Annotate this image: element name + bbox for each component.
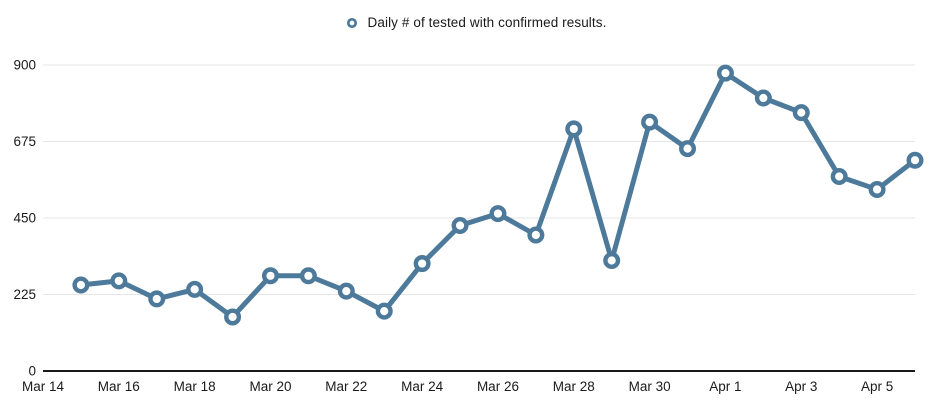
data-point-marker[interactable] xyxy=(413,255,431,273)
data-point-marker[interactable] xyxy=(754,89,772,107)
data-line xyxy=(78,70,918,320)
y-axis-tick-label: 900 xyxy=(13,58,36,73)
data-point-marker[interactable] xyxy=(603,251,621,269)
data-point-marker[interactable] xyxy=(792,104,810,122)
data-point-marker[interactable] xyxy=(451,216,469,234)
x-axis-tick-label: Mar 30 xyxy=(629,379,671,394)
data-point-marker[interactable] xyxy=(224,308,242,326)
x-axis-tick-label: Mar 20 xyxy=(249,379,291,394)
data-point-marker[interactable] xyxy=(299,267,317,285)
y-axis-tick-label: 0 xyxy=(28,364,36,379)
x-axis-tick-label: Mar 28 xyxy=(553,379,595,394)
x-axis-tick-label: Mar 18 xyxy=(174,379,216,394)
data-point-marker[interactable] xyxy=(868,180,886,198)
data-point-marker[interactable] xyxy=(641,113,659,131)
x-axis-tick-label: Mar 14 xyxy=(22,379,65,394)
data-point-marker[interactable] xyxy=(906,151,924,169)
x-axis-tick-label: Mar 22 xyxy=(325,379,367,394)
data-point-marker[interactable] xyxy=(72,276,90,294)
x-axis-tick-label: Apr 3 xyxy=(785,379,817,394)
data-point-marker[interactable] xyxy=(148,290,166,308)
x-axis-tick-label: Apr 1 xyxy=(709,379,741,394)
x-axis-tick-label: Mar 16 xyxy=(98,379,140,394)
x-axis-tick-label: Mar 26 xyxy=(477,379,519,394)
data-point-marker[interactable] xyxy=(830,168,848,186)
data-point-marker[interactable] xyxy=(375,302,393,320)
data-point-marker[interactable] xyxy=(565,120,583,138)
data-point-marker[interactable] xyxy=(527,226,545,244)
y-axis-tick-label: 450 xyxy=(13,211,36,226)
data-point-marker[interactable] xyxy=(110,272,128,290)
x-axis-tick-label: Apr 5 xyxy=(861,379,893,394)
y-axis-tick-label: 675 xyxy=(13,134,36,149)
data-point-marker[interactable] xyxy=(186,280,204,298)
data-point-marker[interactable] xyxy=(679,140,697,158)
y-axis-tick-label: 225 xyxy=(13,287,36,302)
data-point-marker[interactable] xyxy=(716,64,734,82)
data-point-marker[interactable] xyxy=(337,282,355,300)
x-axis-tick-label: Mar 24 xyxy=(401,379,444,394)
data-point-marker[interactable] xyxy=(489,205,507,223)
data-point-marker[interactable] xyxy=(261,267,279,285)
